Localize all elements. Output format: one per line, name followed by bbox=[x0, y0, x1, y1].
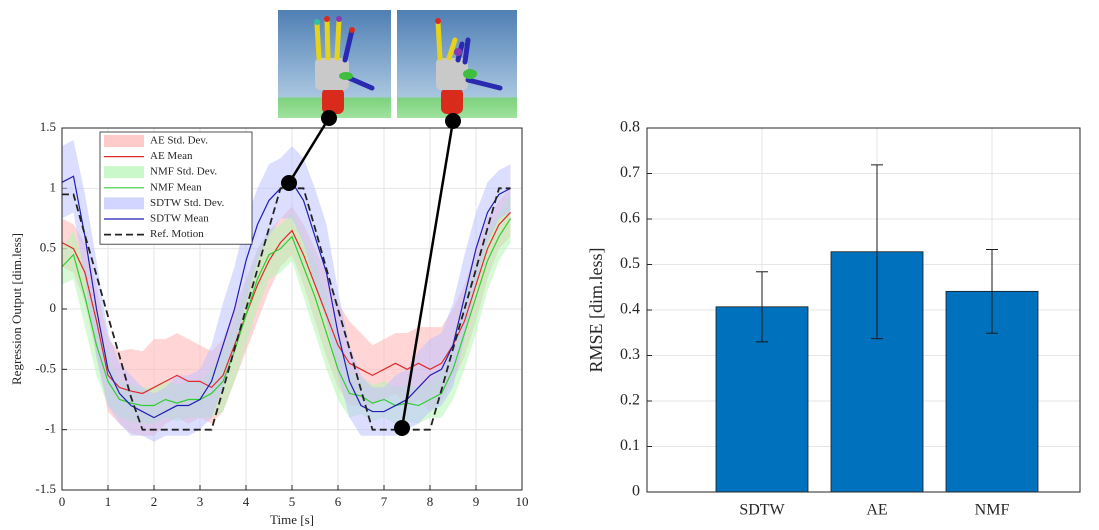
y-tick-label: 1 bbox=[50, 179, 57, 194]
y-tick-label: 0.2 bbox=[620, 392, 640, 409]
x-tick-label: 0 bbox=[59, 494, 66, 509]
legend-label: Ref. Motion bbox=[150, 228, 204, 240]
hand-image-1 bbox=[278, 10, 391, 118]
y-tick-label: 0.5 bbox=[620, 255, 640, 272]
legend-label: NMF Std. Dev. bbox=[150, 166, 217, 178]
y-tick-label: -1 bbox=[45, 421, 56, 436]
y-tick-label: -0.5 bbox=[35, 360, 56, 375]
x-tick-label: 2 bbox=[151, 494, 158, 509]
x-tick-label: NMF bbox=[975, 502, 1010, 519]
axes-box bbox=[61, 127, 523, 491]
y-tick-label: 0.7 bbox=[620, 164, 640, 181]
y-axis-label: Regression Output [dim.less] bbox=[9, 233, 24, 385]
series-line bbox=[61, 218, 512, 407]
y-tick-label: 0 bbox=[50, 300, 57, 315]
error-bar bbox=[756, 271, 768, 343]
legend-label: NMF Mean bbox=[150, 181, 202, 193]
x-tick-label: 7 bbox=[381, 494, 388, 509]
x-tick-label: 1 bbox=[105, 494, 112, 509]
std-band bbox=[62, 194, 511, 424]
x-axis-label: Time [s] bbox=[270, 512, 314, 527]
x-tick-label: 9 bbox=[473, 494, 480, 509]
series-line bbox=[61, 212, 511, 395]
x-tick-label: AE bbox=[866, 502, 887, 519]
x-tick-label: 3 bbox=[197, 494, 204, 509]
y-tick-label: 0.8 bbox=[620, 119, 640, 136]
y-tick-label: -1.5 bbox=[35, 481, 56, 496]
y-tick-label: 0.6 bbox=[620, 210, 640, 227]
plots: -1.5 -1 -0.5 0 0.5 1 1.5 0 1 2 3 4 5 6 7 8 9 10 Time [s] Re… bbox=[9, 119, 1081, 527]
legend-label: AE Std. Dev. bbox=[150, 135, 208, 147]
x-tick-label: 5 bbox=[289, 494, 296, 509]
y-tick-label: 0 bbox=[632, 483, 640, 500]
series-line bbox=[62, 187, 511, 431]
x-tick-label: 6 bbox=[335, 494, 342, 509]
legend-label: SDTW Std. Dev. bbox=[150, 197, 225, 209]
y-tick-label: 0.4 bbox=[620, 301, 640, 318]
x-tick-label: 4 bbox=[243, 494, 250, 509]
y-tick-label: 0.5 bbox=[40, 240, 56, 255]
hand-image-2 bbox=[397, 10, 517, 118]
x-tick-label: SDTW bbox=[739, 502, 785, 519]
legend-swatch bbox=[104, 166, 144, 179]
y-tick-label: 1.5 bbox=[40, 119, 56, 134]
legend-label: AE Mean bbox=[150, 150, 193, 162]
legend-label: SDTW Mean bbox=[150, 213, 209, 225]
legend: AE Std. Dev. AE Mean NMF Std. Dev. NMF Mean… bbox=[99, 131, 253, 245]
connector bbox=[281, 110, 461, 436]
x-tick-label: 10 bbox=[516, 494, 529, 509]
legend-swatch bbox=[104, 197, 144, 210]
legend-swatch bbox=[104, 135, 144, 147]
y-axis-label: RMSE [dim.less] bbox=[586, 247, 606, 372]
error-bar bbox=[871, 164, 883, 340]
y-tick-label: 0.1 bbox=[620, 437, 640, 454]
axes-box bbox=[646, 127, 1081, 493]
y-tick-label: 0.3 bbox=[620, 346, 640, 363]
std-band bbox=[62, 140, 511, 442]
x-tick-label: 8 bbox=[427, 494, 434, 509]
error-bar bbox=[986, 248, 998, 334]
